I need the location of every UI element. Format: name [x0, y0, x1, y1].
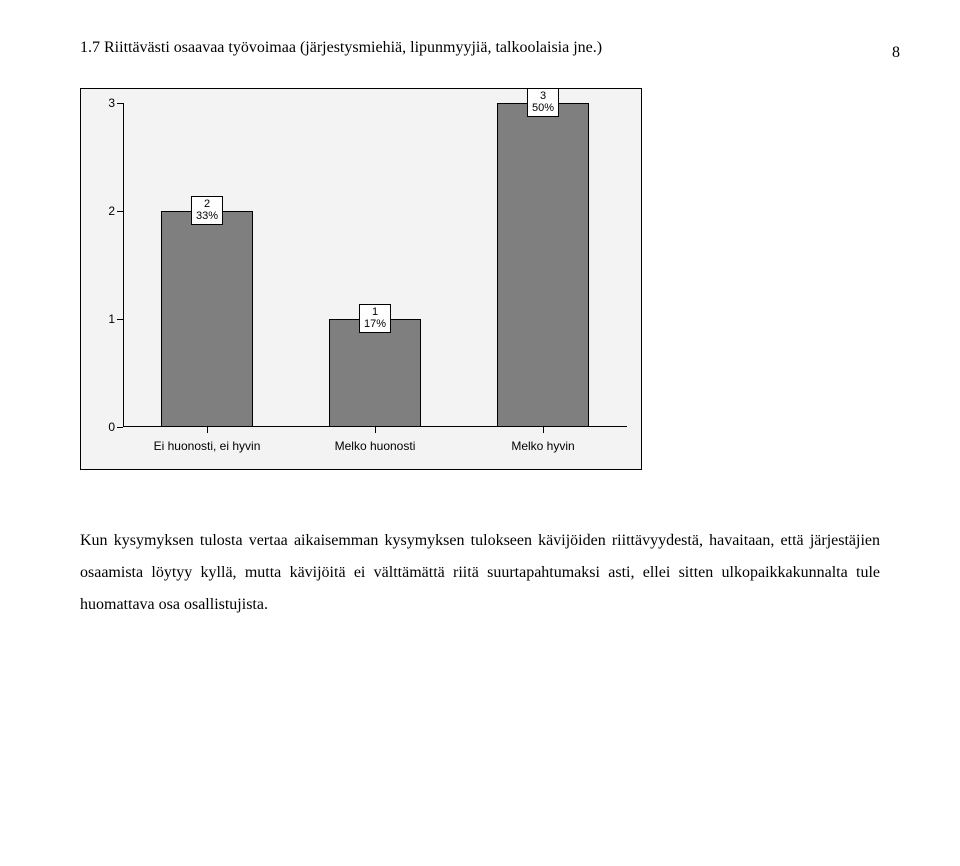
bar-chart: 0123Ei huonosti, ei hyvin233%Melko huono…	[80, 88, 642, 470]
bar	[497, 103, 589, 427]
bar-percent: 33%	[196, 210, 218, 223]
section-title: 1.7 Riittävästi osaavaa työvoimaa (järje…	[80, 36, 880, 60]
x-tick-label: Ei huonosti, ei hyvin	[154, 439, 261, 453]
bar-value-label: 233%	[191, 196, 223, 225]
x-tick-label: Melko hyvin	[511, 439, 574, 453]
y-tick	[117, 211, 123, 212]
bar-value-label: 350%	[527, 88, 559, 117]
bar-percent: 50%	[532, 102, 554, 115]
y-tick	[117, 103, 123, 104]
page-number: 8	[892, 44, 900, 62]
bar-value: 3	[532, 90, 554, 103]
x-tick	[375, 427, 376, 433]
bar	[329, 319, 421, 427]
x-tick	[543, 427, 544, 433]
y-tick	[117, 427, 123, 428]
chart-plot-area: 0123Ei huonosti, ei hyvin233%Melko huono…	[123, 103, 627, 427]
x-tick	[207, 427, 208, 433]
x-tick-label: Melko huonosti	[335, 439, 416, 453]
body-paragraph: Kun kysymyksen tulosta vertaa aikaisemma…	[80, 525, 880, 621]
y-tick-label: 0	[99, 420, 115, 434]
y-tick	[117, 319, 123, 320]
bar-value: 2	[196, 198, 218, 211]
y-tick-label: 3	[99, 96, 115, 110]
y-tick-label: 2	[99, 204, 115, 218]
y-tick-label: 1	[99, 312, 115, 326]
y-axis	[123, 103, 124, 427]
bar-value-label: 117%	[359, 304, 391, 333]
bar-percent: 17%	[364, 318, 386, 331]
bar	[161, 211, 253, 427]
bar-value: 1	[364, 306, 386, 319]
